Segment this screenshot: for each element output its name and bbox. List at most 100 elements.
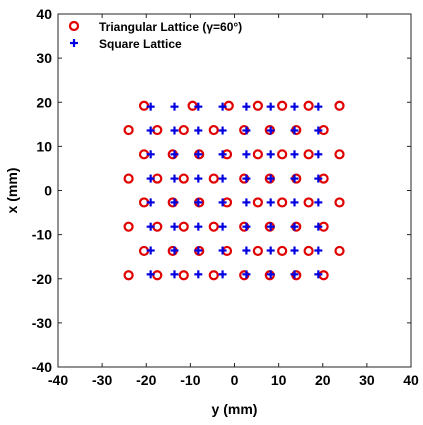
square-lattice-point: [266, 150, 275, 159]
triangular-lattice-point: [252, 197, 263, 208]
square-lattice-point: [146, 102, 155, 111]
square-lattice-point: [314, 150, 323, 159]
square-lattice-point: [314, 102, 323, 111]
x-tick-label: -20: [136, 372, 156, 388]
triangular-lattice-point: [277, 245, 288, 257]
x-tick-label: 30: [359, 372, 375, 388]
square-lattice-point: [194, 198, 203, 207]
data-layer: [123, 100, 345, 281]
square-lattice-point: [218, 150, 227, 159]
square-lattice-point: [290, 198, 299, 207]
square-lattice-point: [194, 222, 203, 231]
y-tick-label: 0: [44, 183, 52, 199]
square-lattice-point: [170, 246, 179, 255]
triangular-lattice-point: [303, 100, 314, 111]
square-lattice-point: [266, 198, 275, 207]
y-tick-label: 40: [36, 6, 52, 22]
x-tick-label: -40: [48, 372, 68, 388]
y-axis-label: x (mm): [4, 168, 20, 214]
square-lattice-point: [194, 174, 203, 183]
y-tick-label: -40: [32, 359, 52, 375]
y-tick-label: -30: [32, 315, 52, 331]
triangular-lattice-point: [123, 270, 134, 281]
triangular-lattice-point: [252, 149, 263, 160]
square-lattice-point: [146, 174, 155, 183]
square-lattice-point: [290, 246, 299, 255]
triangular-lattice-point: [178, 270, 189, 281]
square-lattice-point: [70, 39, 78, 47]
triangular-lattice-point: [252, 245, 263, 257]
square-lattice-point: [218, 102, 227, 111]
square-lattice-point: [146, 246, 155, 255]
square-lattice-point: [242, 150, 251, 159]
plot-area: [57, 13, 412, 368]
square-lattice-point: [194, 150, 203, 159]
square-lattice-point: [314, 270, 323, 279]
triangular-lattice-point: [334, 245, 345, 257]
square-lattice-point: [146, 150, 155, 159]
square-lattice-point: [290, 126, 299, 135]
x-tick-label: 20: [315, 372, 331, 388]
square-lattice-point: [218, 198, 227, 207]
square-lattice-point: [146, 126, 155, 135]
triangular-lattice-point: [208, 270, 219, 281]
y-tick-label: -20: [32, 271, 52, 287]
legend-item: Triangular Lattice (γ=60°): [68, 20, 242, 34]
square-lattice-point: [194, 270, 203, 279]
square-lattice-point: [146, 222, 155, 231]
triangular-lattice-point: [178, 173, 189, 184]
square-lattice-point: [194, 246, 203, 255]
triangular-lattice-point: [178, 221, 189, 232]
triangular-lattice-point: [208, 173, 219, 184]
triangular-lattice-point: [178, 124, 189, 136]
square-lattice-point: [314, 126, 323, 135]
legend-item: Square Lattice: [70, 37, 182, 51]
square-lattice-point: [242, 102, 251, 111]
legend: Triangular Lattice (γ=60°) Square Lattice: [68, 20, 242, 51]
y-tick-label: 30: [36, 50, 52, 66]
y-tick-label: 20: [36, 94, 52, 110]
triangular-lattice-point: [123, 124, 134, 136]
square-lattice-point: [146, 270, 155, 279]
x-axis-label: y (mm): [212, 401, 258, 417]
x-tick-label: 10: [271, 372, 287, 388]
triangular-lattice-point: [334, 197, 345, 208]
square-lattice-point: [170, 126, 179, 135]
square-lattice-point: [242, 126, 251, 135]
square-lattice-point: [266, 246, 275, 255]
square-lattice-point: [170, 150, 179, 159]
square-lattice-point: [266, 270, 275, 279]
square-lattice-point: [314, 222, 323, 231]
x-tick-label: -10: [180, 372, 200, 388]
legend-label: Triangular Lattice (γ=60°): [99, 20, 242, 34]
square-lattice-point: [170, 174, 179, 183]
square-lattice-point: [170, 222, 179, 231]
triangular-lattice-point: [303, 245, 314, 257]
square-lattice-point: [242, 270, 251, 279]
square-lattice-point: [290, 270, 299, 279]
x-tick-label: 40: [403, 372, 419, 388]
triangular-lattice-point: [277, 197, 288, 208]
square-lattice-point: [290, 222, 299, 231]
square-lattice-point: [290, 174, 299, 183]
square-lattice-point: [146, 198, 155, 207]
square-lattice-point: [266, 174, 275, 183]
y-tick-label: -10: [32, 227, 52, 243]
triangular-lattice-point: [277, 100, 288, 111]
square-lattice-point: [218, 174, 227, 183]
square-lattice-point: [218, 270, 227, 279]
triangular-lattice-point: [123, 173, 134, 184]
triangular-lattice-point: [334, 100, 345, 111]
triangular-lattice-point: [334, 149, 345, 160]
square-lattice-point: [314, 246, 323, 255]
square-lattice-point: [218, 246, 227, 255]
square-lattice-point: [266, 222, 275, 231]
triangular-lattice-point: [303, 149, 314, 160]
x-tick-label: -30: [92, 372, 112, 388]
square-lattice-point: [242, 246, 251, 255]
square-lattice-point: [242, 198, 251, 207]
square-lattice-point: [194, 126, 203, 135]
square-lattice-point: [314, 174, 323, 183]
